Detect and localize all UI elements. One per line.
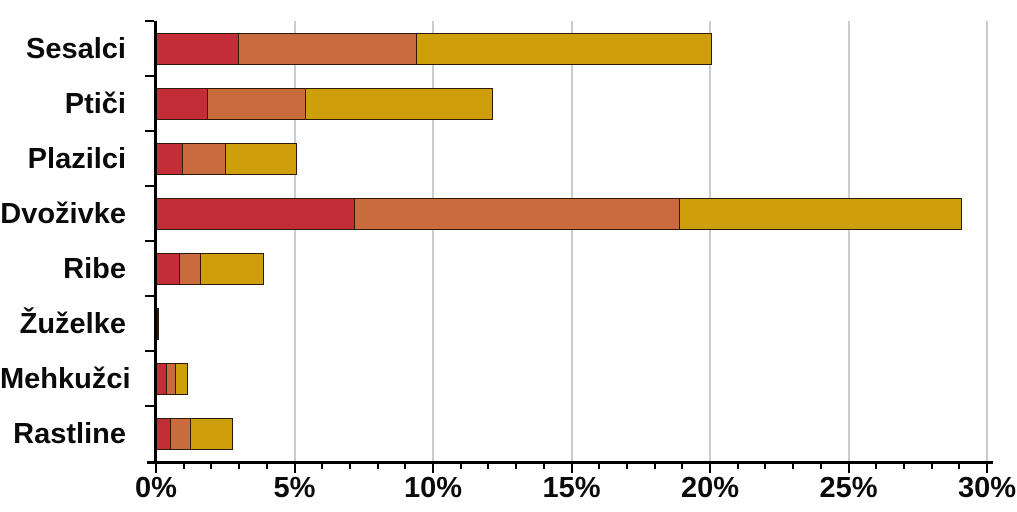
gridline-30pct — [986, 21, 988, 461]
x-axis-minor-tick — [681, 463, 684, 469]
x-axis-major-tick — [847, 463, 850, 473]
category-label-sesalci: Sesalci — [26, 32, 126, 65]
y-axis-tick — [145, 350, 154, 352]
category-label-zuzelke: Žuželke — [19, 307, 126, 340]
bar-ptici — [156, 87, 494, 120]
x-axis-minor-tick — [238, 463, 241, 469]
bar-segment-yellow-segment-ribe — [199, 252, 264, 285]
category-label-mehkuzci: Mehkužci — [0, 362, 131, 395]
y-axis-tick — [145, 75, 154, 77]
x-axis-minor-tick — [210, 463, 213, 469]
bar-dvozivke — [156, 197, 962, 230]
x-axis-minor-tick — [792, 463, 795, 469]
y-axis-tick — [145, 20, 154, 22]
bar-plazilci — [156, 142, 297, 175]
y-axis-tick — [145, 240, 154, 242]
bar-segment-orange-segment-dvozivke — [353, 197, 681, 230]
bar-segment-yellow-segment-mehkuzci — [175, 362, 188, 395]
bar-segment-yellow-segment-zuzelke — [156, 307, 159, 340]
x-axis-minor-tick — [515, 463, 518, 469]
gridline-20pct — [709, 21, 711, 461]
category-label-dvozivke: Dvoživke — [0, 197, 126, 230]
category-label-ptici: Ptiči — [64, 87, 126, 120]
bar-zuzelke — [156, 307, 159, 340]
bar-segment-orange-segment-sesalci — [237, 32, 418, 65]
x-axis-minor-tick — [819, 463, 822, 469]
gridline-25pct — [847, 21, 850, 461]
x-axis-minor-tick — [653, 463, 656, 469]
x-axis-minor-tick — [265, 463, 268, 469]
bar-segment-yellow-segment-ptici — [305, 87, 494, 120]
gridline-15pct — [570, 21, 573, 461]
bar-segment-red-segment-ribe — [156, 252, 181, 285]
x-axis-minor-tick — [736, 463, 739, 469]
gridline-10pct — [432, 21, 434, 461]
bar-segment-orange-segment-ptici — [207, 87, 307, 120]
x-tick-label-5pct: 5% — [273, 472, 316, 504]
x-axis-minor-tick — [930, 463, 933, 469]
x-axis-minor-tick — [542, 463, 545, 469]
bar-segment-yellow-segment-dvozivke — [679, 197, 962, 230]
x-axis-minor-tick — [764, 463, 767, 469]
x-axis-line — [147, 461, 993, 464]
y-axis-tick — [145, 130, 154, 132]
bar-segment-yellow-segment-rastline — [190, 417, 234, 450]
bar-segment-yellow-segment-plazilci — [224, 142, 297, 175]
bar-segment-red-segment-ptici — [156, 87, 209, 120]
x-axis-minor-tick — [376, 463, 379, 469]
y-axis-line — [154, 21, 157, 463]
x-axis-major-tick — [986, 463, 988, 473]
bar-mehkuzci — [156, 362, 188, 395]
bar-ribe — [156, 252, 264, 285]
y-axis-tick — [145, 405, 154, 407]
x-tick-label-30pct: 30% — [957, 472, 1017, 504]
x-tick-label-25pct: 25% — [819, 472, 878, 504]
x-axis-minor-tick — [598, 463, 601, 469]
x-axis-minor-tick — [321, 463, 324, 469]
bar-sesalci — [156, 32, 713, 65]
bar-segment-orange-segment-plazilci — [182, 142, 227, 175]
category-label-ribe: Ribe — [63, 252, 126, 285]
x-tick-label-15pct: 15% — [542, 472, 601, 504]
y-axis-tick — [145, 295, 154, 297]
x-axis-major-tick — [432, 463, 434, 473]
bar-segment-red-segment-plazilci — [156, 142, 184, 175]
x-tick-label-10pct: 10% — [403, 472, 463, 504]
x-axis-minor-tick — [625, 463, 628, 469]
x-axis-major-tick — [709, 463, 711, 473]
x-axis-minor-tick — [487, 463, 490, 469]
x-axis-minor-tick — [958, 463, 961, 469]
x-tick-label-20pct: 20% — [680, 472, 740, 504]
x-axis-minor-tick — [875, 463, 878, 469]
category-label-plazilci: Plazilci — [27, 142, 126, 175]
bar-segment-orange-segment-rastline — [169, 417, 192, 450]
x-axis-major-tick — [570, 463, 573, 473]
bar-segment-red-segment-sesalci — [156, 32, 240, 65]
x-tick-label-0pct: 0% — [135, 472, 177, 504]
bar-segment-red-segment-dvozivke — [156, 197, 356, 230]
bar-rastline — [156, 417, 234, 450]
category-label-rastline: Rastline — [13, 417, 126, 450]
y-axis-tick — [145, 185, 154, 187]
x-axis-major-tick — [155, 463, 157, 473]
bar-segment-orange-segment-ribe — [179, 252, 202, 285]
x-axis-major-tick — [293, 463, 296, 473]
bar-segment-yellow-segment-sesalci — [415, 32, 713, 65]
x-axis-minor-tick — [404, 463, 407, 469]
x-axis-minor-tick — [459, 463, 462, 469]
x-axis-minor-tick — [902, 463, 905, 469]
x-axis-minor-tick — [182, 463, 185, 469]
x-axis-minor-tick — [348, 463, 351, 469]
gridline-5pct — [293, 21, 296, 461]
